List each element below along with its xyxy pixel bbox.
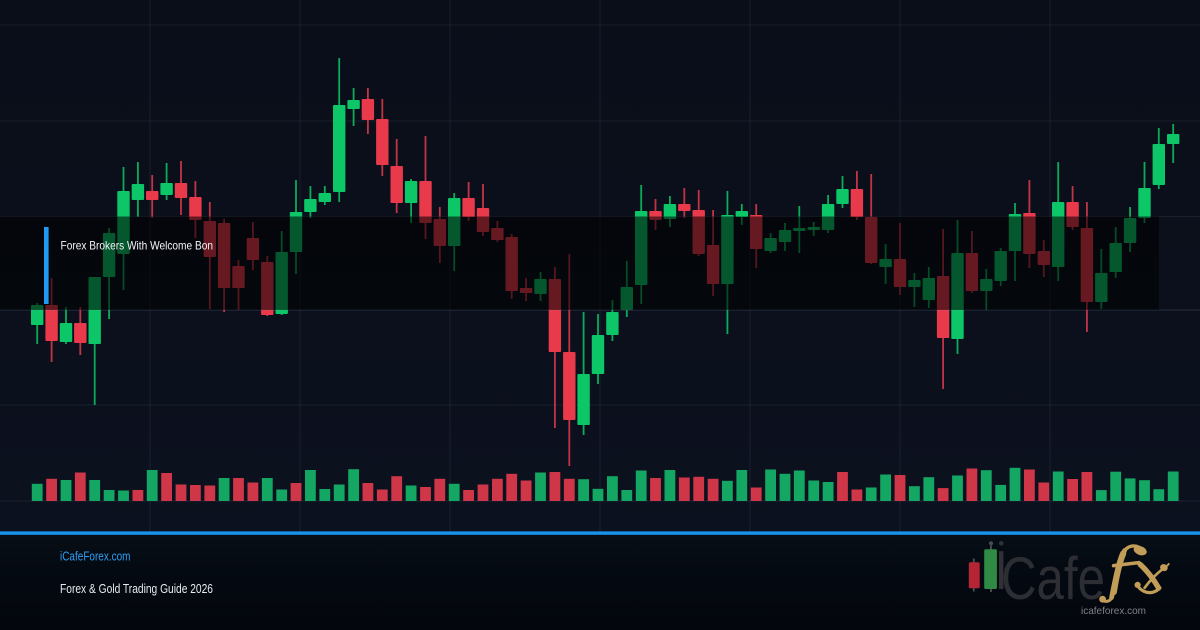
svg-text:iCafeForex.com: iCafeForex.com	[60, 550, 131, 564]
svg-text:Forex & Gold Trading Guide 202: Forex & Gold Trading Guide 2026	[60, 581, 213, 596]
svg-text:icafeforex.com: icafeforex.com	[1081, 606, 1146, 617]
svg-text:Cafe: Cafe	[1001, 545, 1105, 612]
svg-text:Forex Brokers With Welcome Bon: Forex Brokers With Welcome Bon	[61, 239, 214, 253]
